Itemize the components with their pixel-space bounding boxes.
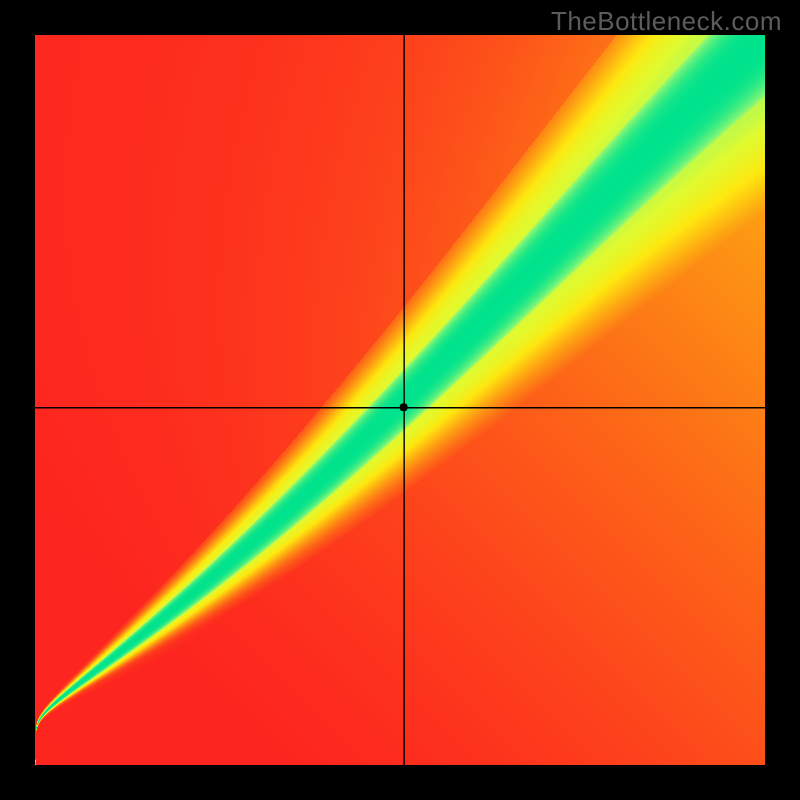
chart-frame: TheBottleneck.com xyxy=(0,0,800,800)
bottleneck-heatmap xyxy=(0,0,800,800)
watermark-text: TheBottleneck.com xyxy=(551,6,782,37)
